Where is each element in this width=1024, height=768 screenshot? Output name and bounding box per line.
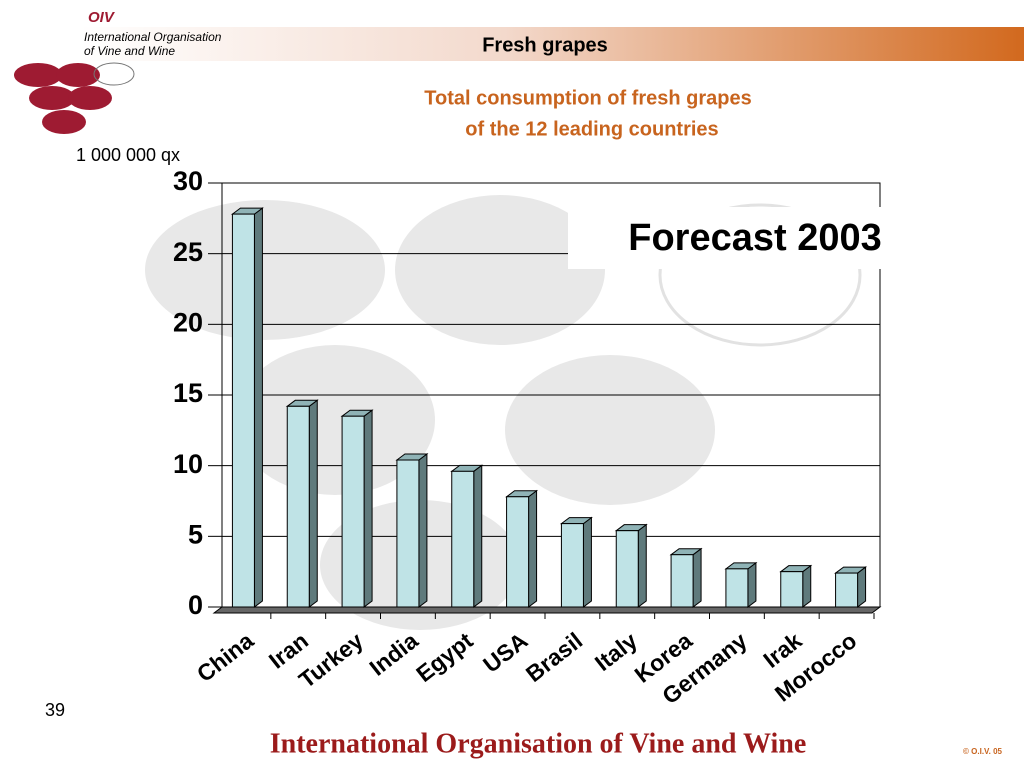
- bar: [615, 530, 639, 608]
- footer: International Organisation of Vine and W…: [270, 728, 807, 759]
- bar-side: [637, 523, 647, 608]
- y-tick-label: 5: [188, 519, 203, 549]
- bar-side: [253, 207, 263, 609]
- bar-side: [692, 547, 702, 608]
- y-tick-label: 20: [173, 307, 203, 337]
- bar-side: [747, 561, 757, 608]
- bar-side: [528, 489, 538, 608]
- y-tick-label: 25: [173, 237, 203, 267]
- page-number: 39: [45, 700, 65, 720]
- bar: [231, 213, 255, 608]
- bar: [396, 459, 420, 608]
- header-bar: [80, 27, 1024, 61]
- bar-side: [308, 399, 318, 608]
- bar: [341, 415, 365, 608]
- annotation: Forecast 2003: [628, 217, 882, 259]
- y-tick-label: 15: [173, 378, 203, 408]
- y-tick-label: 0: [188, 590, 203, 620]
- bar-side: [418, 453, 428, 608]
- chart-subtitle: of the 12 leading countries: [465, 118, 718, 140]
- bar: [725, 568, 749, 608]
- logo-text: OIV: [88, 9, 116, 26]
- chart-title: Total consumption of fresh grapes: [424, 87, 751, 109]
- floor: [212, 606, 882, 614]
- y-tick-label: 30: [173, 166, 203, 196]
- logo-globe: [93, 62, 135, 86]
- bar-side: [473, 464, 483, 608]
- org-line: of Vine and Wine: [84, 44, 175, 58]
- bar: [560, 523, 584, 608]
- y-tick-label: 10: [173, 449, 203, 479]
- bar: [835, 572, 859, 608]
- bar: [506, 496, 530, 608]
- bar-side: [363, 409, 373, 608]
- bar: [286, 405, 310, 608]
- annotation-box: [568, 207, 905, 269]
- logo-grapes: [14, 63, 112, 134]
- bar-side: [582, 516, 592, 608]
- bar-side: [857, 566, 867, 608]
- y-axis-label: 1 000 000 qx: [76, 145, 180, 165]
- bar-side: [802, 564, 812, 608]
- bar: [780, 571, 804, 608]
- bar: [451, 470, 475, 608]
- bar: [670, 554, 694, 608]
- copyright: © O.I.V. 05: [963, 747, 1003, 756]
- header-title: Fresh grapes: [482, 34, 608, 56]
- org-line: International Organisation: [84, 30, 222, 44]
